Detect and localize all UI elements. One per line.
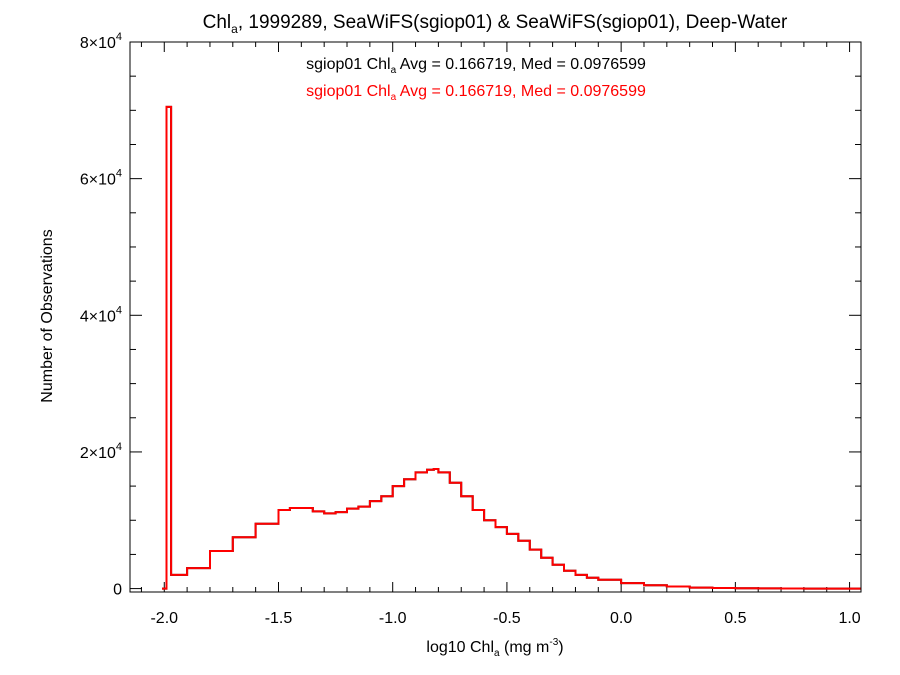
x-tick-label: -1.0 bbox=[379, 610, 407, 627]
y-tick-label: 4×104 bbox=[80, 304, 122, 325]
y-tick-label: 6×104 bbox=[80, 168, 122, 189]
plot-frame bbox=[129, 41, 862, 593]
y-tick-label: 2×104 bbox=[80, 441, 122, 462]
histogram-series-1 bbox=[162, 105, 861, 590]
y-axis-label: Number of Observations bbox=[39, 229, 56, 402]
x-tick-label: -1.5 bbox=[265, 610, 293, 627]
x-tick-label: -2.0 bbox=[150, 610, 178, 627]
x-tick-label: 0.5 bbox=[724, 610, 746, 627]
x-tick-label: 0.0 bbox=[610, 610, 632, 627]
annotation-red: sgiop01 Chla Avg = 0.166719, Med = 0.097… bbox=[306, 83, 646, 103]
x-axis-label: log10 Chla (mg m-3) bbox=[426, 637, 563, 659]
x-tick-label: 1.0 bbox=[838, 610, 860, 627]
y-tick-label: 0 bbox=[113, 582, 122, 599]
chart-title: Chla, 1999289, SeaWiFS(sgiop01) & SeaWiF… bbox=[203, 12, 788, 36]
x-tick-label: -0.5 bbox=[493, 610, 521, 627]
annotation-black: sgiop01 Chla Avg = 0.166719, Med = 0.097… bbox=[306, 56, 646, 76]
y-tick-label: 8×104 bbox=[80, 31, 122, 52]
